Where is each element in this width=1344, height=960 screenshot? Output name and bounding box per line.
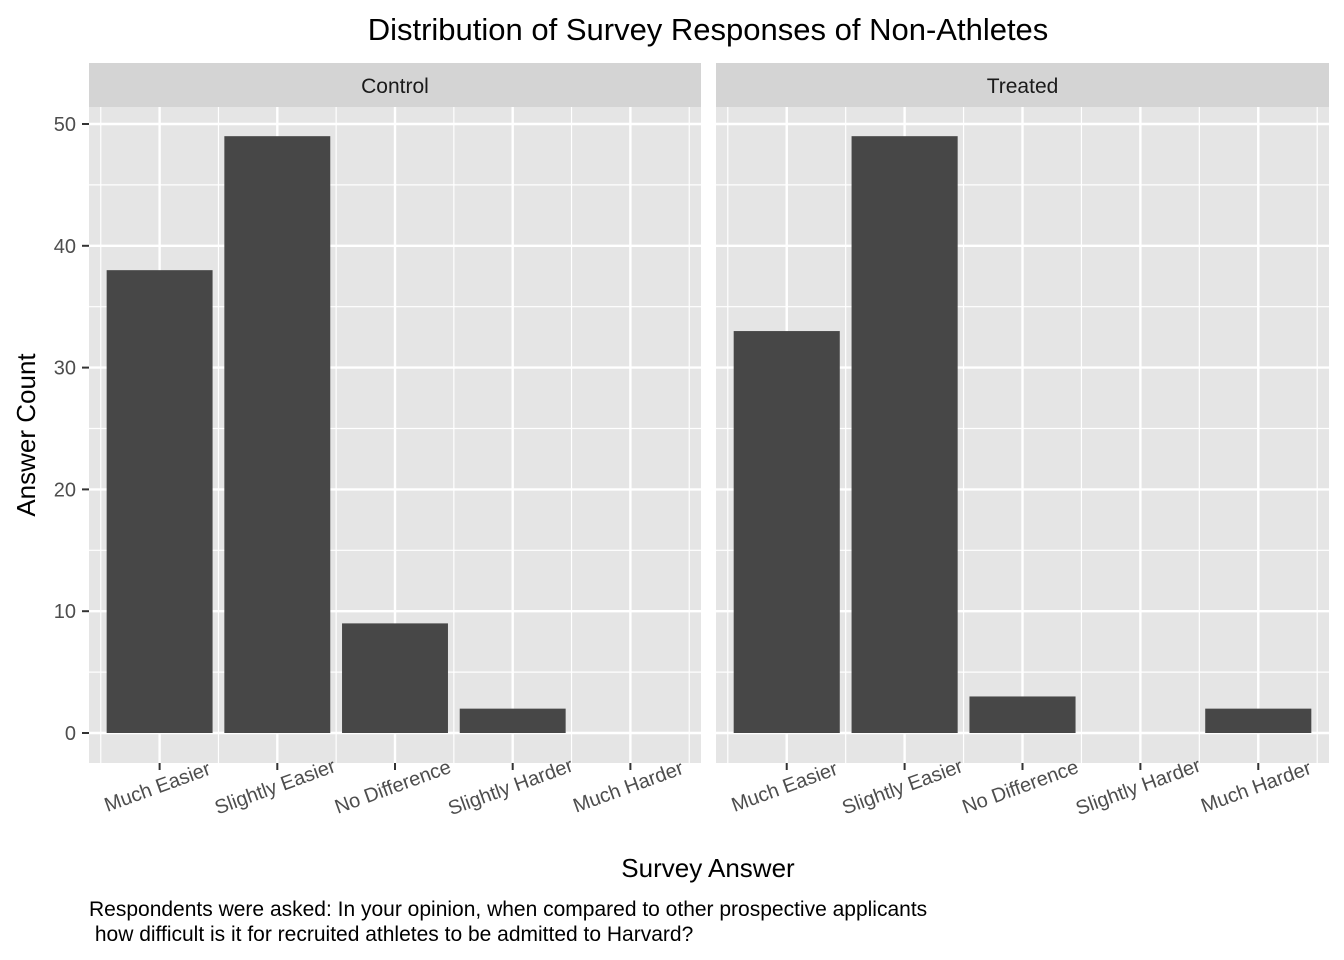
x-tick-label: Slightly Easier bbox=[212, 755, 339, 819]
caption-line-2: how difficult is it for recruited athlet… bbox=[89, 923, 693, 946]
bar-control-slightly-harder bbox=[459, 708, 566, 733]
x-tick-label: Slightly Harder bbox=[445, 754, 576, 820]
y-tick-label: 30 bbox=[54, 358, 76, 380]
y-tick-label: 20 bbox=[54, 479, 76, 501]
facet-strip-label: Treated bbox=[987, 75, 1059, 98]
y-tick-label: 0 bbox=[65, 723, 76, 745]
y-tick-label: 50 bbox=[54, 114, 76, 136]
x-tick-label: No Difference bbox=[959, 756, 1081, 818]
facet-strip-label: Control bbox=[361, 75, 429, 98]
caption-line-1: Respondents were asked: In your opinion,… bbox=[89, 898, 927, 921]
bar-control-no-difference bbox=[342, 623, 448, 733]
y-axis-title: Answer Count bbox=[11, 353, 41, 517]
bar-treated-much-easier bbox=[733, 331, 840, 733]
bar-treated-much-harder bbox=[1205, 708, 1312, 733]
x-tick-label: Slightly Harder bbox=[1073, 754, 1204, 820]
facet-strip bbox=[89, 63, 701, 107]
x-tick-label: No Difference bbox=[332, 756, 454, 818]
x-tick-label: Much Harder bbox=[570, 757, 686, 817]
y-axis: 0 10 20 30 40 50 bbox=[54, 114, 89, 745]
y-tick-label: 10 bbox=[54, 601, 76, 623]
y-tick-label: 40 bbox=[54, 236, 76, 258]
x-tick-label: Much Easier bbox=[102, 758, 214, 817]
facet-strip bbox=[716, 63, 1329, 107]
x-axis-title: Survey Answer bbox=[621, 853, 795, 883]
x-tick-label: Much Easier bbox=[729, 758, 841, 817]
x-tick-label: Much Harder bbox=[1198, 757, 1314, 817]
bar-treated-slightly-easier bbox=[851, 136, 958, 733]
bar-treated-no-difference bbox=[969, 696, 1076, 733]
chart-title: Distribution of Survey Responses of Non-… bbox=[368, 12, 1049, 47]
x-tick-label: Slightly Easier bbox=[839, 755, 966, 819]
bar-control-much-easier bbox=[106, 270, 213, 733]
bar-control-slightly-easier bbox=[224, 136, 331, 733]
